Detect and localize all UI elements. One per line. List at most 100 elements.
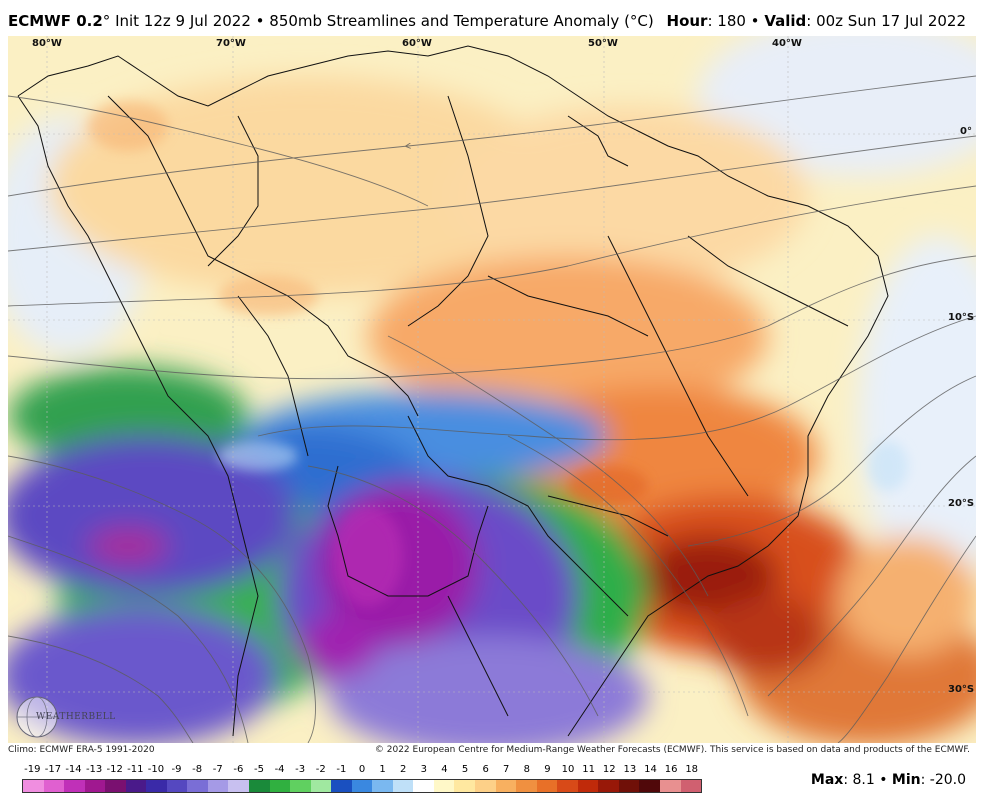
weatherbell-logo: WEATHERBELL [14,694,115,740]
temperature-anomaly-map: 80°W 70°W 60°W 50°W 40°W 0° 10°S 20°S 30… [8,36,976,743]
color-scale-cell [84,780,106,792]
climo-note: Climo: ECMWF ERA-5 1991-2020 [8,745,155,755]
color-scale-cell [392,780,414,792]
color-scale-cell [207,780,229,792]
anomaly-field [8,36,976,743]
streamlines [8,75,976,743]
color-scale-label: -3 [295,764,306,775]
color-scale-labels: -19 -17 -14 -13 -12 -11 -10 -9 -8 -7 -6 -5 -4 -3 -2 -1 0… [22,764,702,778]
color-scale-cell [249,780,270,792]
model-name: ECMWF 0.2 [8,12,103,30]
max-label: Max [810,772,844,788]
map-canvas [8,36,976,743]
color-scale-label: -19 [24,764,41,775]
logo-text: WEATHERBELL [36,712,116,722]
color-scale-label: 7 [503,764,510,775]
color-scale-cell [64,780,85,792]
color-scale-cell [228,780,250,792]
color-scale-cell [536,780,558,792]
color-scale-cell [23,780,44,792]
color-scale-label: -2 [315,764,326,775]
color-scale-label: 18 [685,764,699,775]
color-scale-label: 5 [461,764,469,775]
color-scale-cell [146,780,167,792]
color-scale-cell [495,780,517,792]
color-scale-label: -14 [65,764,82,775]
color-scale-label: 6 [482,764,489,775]
color-scale-cell [372,780,393,792]
color-scale-label: 16 [664,764,678,775]
lon-label-40w: 40°W [772,38,802,49]
hour-label: Hour [666,12,708,30]
color-scale-label: -8 [192,764,203,775]
logo-globe-icon [16,696,58,738]
color-scale-cell [454,780,476,792]
lon-label-70w: 70°W [216,38,246,49]
color-scale-cell [166,780,188,792]
color-scale-label: -4 [274,764,285,775]
color-scale-label: 13 [623,764,637,775]
graticule [8,36,976,743]
color-scale-label: -10 [147,764,165,775]
lat-label-10s: 10°S [948,312,975,323]
color-scale-label: 2 [400,764,407,775]
header: ECMWF 0.2° Init 12z 9 Jul 2022 • 850mb S… [0,0,984,36]
max-value: : 8.1 • [843,772,888,788]
color-scale-label: 4 [441,764,448,775]
color-scale-label: 12 [602,764,616,775]
min-label: Min [891,772,921,788]
color-scale-label: 11 [582,764,596,775]
lat-label-30s: 30°S [948,684,975,695]
max-min-stats: Max: 8.1 • Min: -20.0 [811,772,966,788]
lon-label-50w: 50°W [588,38,618,49]
color-scale-label: -9 [171,764,182,775]
copyright-note: © 2022 European Centre for Medium-Range … [374,745,970,755]
color-scale-cell [43,780,65,792]
color-scale-label: -5 [253,764,264,775]
color-scale-label: -17 [44,764,62,775]
color-scale-cell [618,780,640,792]
min-value: : -20.0 [920,772,966,788]
color-scale-cell [290,780,311,792]
color-scale-cell [475,780,496,792]
color-scale-cell [125,780,147,792]
color-scale-cell [659,780,681,792]
color-scale-label: 3 [420,764,427,775]
color-scale-label: 0 [358,764,366,775]
color-scale-label: -6 [233,764,244,775]
init-text: Init 12z 9 Jul 2022 • 850mb Streamlines … [115,12,654,30]
color-scale-label: 1 [379,764,386,775]
color-scale-label: -1 [336,764,347,775]
coastlines-borders [17,45,889,737]
lon-label-60w: 60°W [402,38,432,49]
color-scale-cell [433,780,455,792]
color-scale-cell [639,780,660,792]
hour-value: : 180 • [707,12,760,30]
color-scale-cell [680,780,702,792]
color-scale: -19 -17 -14 -13 -12 -11 -10 -9 -8 -7 -6 -5 -4 -3 -2 -1 0… [22,764,702,794]
valid-value: : 00z Sun 17 Jul 2022 [806,12,966,30]
color-scale-label: 8 [523,764,531,775]
color-scale-cell [598,780,619,792]
color-scale-label: 14 [644,764,657,775]
color-scale-cell [557,780,578,792]
color-scale-bar [22,779,702,793]
color-scale-label: 10 [561,764,575,775]
color-scale-cell [105,780,126,792]
lon-label-80w: 80°W [32,38,62,49]
color-scale-cell [331,780,352,792]
lat-label-20s: 20°S [948,498,975,509]
color-scale-cell [187,780,208,792]
map-title: ECMWF 0.2° Init 12z 9 Jul 2022 • 850mb S… [8,12,654,30]
color-scale-cell [516,780,537,792]
color-scale-cell [413,780,434,792]
color-scale-cell [310,780,332,792]
valid-time: Hour: 180 • Valid: 00z Sun 17 Jul 2022 [667,12,966,30]
color-scale-label: -7 [212,764,223,775]
color-scale-label: -12 [106,764,123,775]
lat-label-0: 0° [960,126,972,137]
color-scale-cell [269,780,291,792]
degree-symbol: ° [102,12,111,30]
color-scale-label: -11 [127,764,144,775]
color-scale-cell [577,780,599,792]
